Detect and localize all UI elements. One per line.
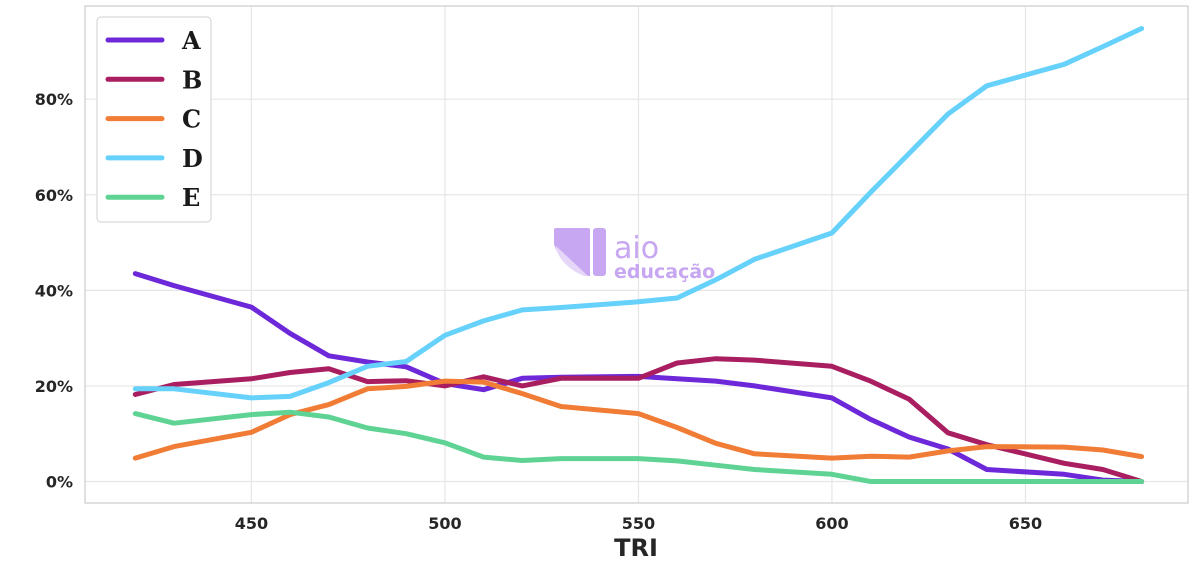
x-tick-label: 600 — [815, 514, 848, 533]
y-axis-ticks: 0% 20% 40% 60% 80% — [35, 90, 73, 491]
plot-area-background — [85, 6, 1188, 503]
watermark-brand-text: aio — [614, 231, 659, 266]
y-tick-label: 0% — [46, 472, 73, 491]
x-axis-ticks: 450 500 550 600 650 — [235, 514, 1042, 533]
legend-label-a: A — [181, 26, 201, 55]
series-lines — [132, 26, 1145, 484]
legend-label-b: B — [182, 65, 202, 94]
watermark-sub-text: educação — [614, 261, 715, 283]
series-line-e — [132, 409, 1145, 484]
legend-label-e: E — [182, 183, 200, 212]
watermark-logo-mark — [554, 228, 590, 276]
y-tick-label: 60% — [35, 186, 73, 205]
x-tick-label: 500 — [428, 514, 461, 533]
y-tick-label: 20% — [35, 377, 73, 396]
x-axis-label: TRI — [614, 534, 658, 560]
grid-lines — [85, 6, 1188, 503]
watermark-logo-bar — [593, 228, 606, 276]
series-line-c — [132, 378, 1145, 461]
watermark-logo-cut — [556, 246, 588, 276]
x-tick-label: 450 — [235, 514, 268, 533]
aio-educacao-watermark: aio educação — [554, 228, 715, 283]
series-line-b — [132, 356, 1145, 484]
x-tick-label: 650 — [1009, 514, 1042, 533]
y-tick-label: 40% — [35, 281, 73, 300]
plot-area-border — [84, 5, 1189, 504]
legend-label-c: C — [182, 105, 201, 134]
x-tick-label: 550 — [622, 514, 655, 533]
series-line-d — [132, 26, 1145, 401]
legend-label-d: D — [182, 144, 203, 173]
y-tick-label: 80% — [35, 90, 73, 109]
